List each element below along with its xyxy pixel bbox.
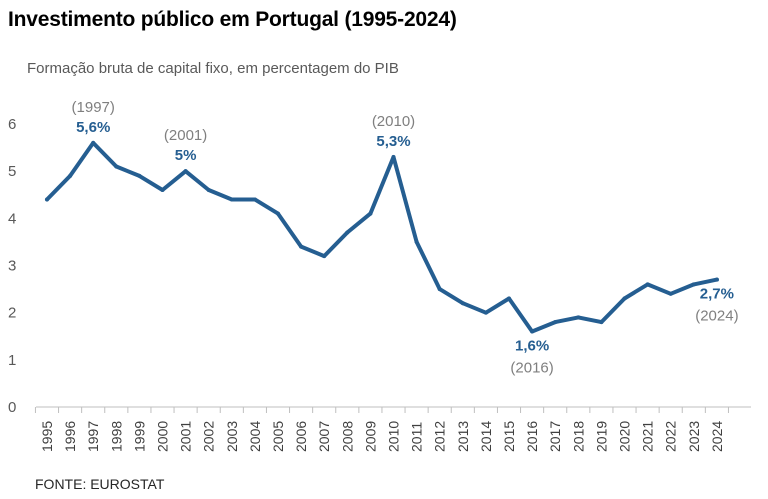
chart-subtitle: Formação bruta de capital fixo, em perce… [27, 60, 399, 77]
data-point [368, 211, 373, 216]
series-line [45, 140, 719, 334]
data-label-value: 5,6% [76, 119, 110, 136]
chart-title: Investimento público em Portugal (1995-2… [8, 8, 457, 31]
x-tick-label: 2013 [455, 421, 471, 452]
data-point [414, 239, 419, 244]
data-label-value: 2,7% [700, 286, 734, 303]
x-tick-label: 2017 [547, 421, 563, 452]
x-tick-label: 2003 [224, 421, 240, 452]
x-tick-label: 1998 [108, 421, 124, 452]
x-tick-label: 2006 [293, 421, 309, 452]
x-tick-label: 2010 [386, 421, 402, 452]
x-tick-label: 2022 [663, 421, 679, 452]
data-point [114, 164, 119, 169]
data-point [160, 188, 165, 193]
x-tick-label: 2015 [501, 421, 517, 452]
x-tick-label: 2001 [178, 421, 194, 452]
data-point [276, 211, 280, 216]
x-tick-label: 2002 [201, 421, 217, 452]
y-tick-label: 0 [8, 399, 16, 416]
data-point [622, 296, 627, 301]
data-point [229, 197, 234, 202]
y-tick-label: 6 [8, 116, 16, 133]
data-point [437, 287, 442, 292]
data-label-year: (1997) [72, 99, 115, 116]
data-label-year: (2024) [695, 308, 738, 325]
data-point [252, 197, 257, 202]
y-tick-label: 4 [8, 210, 16, 227]
x-tick-label: 2023 [686, 421, 702, 452]
data-point [299, 244, 304, 249]
x-tick-label: 2021 [640, 421, 656, 452]
data-label-value: 5,3% [376, 133, 410, 150]
y-tick-label: 3 [8, 258, 16, 275]
x-tick-label: 2008 [339, 421, 355, 452]
y-tick-label: 2 [8, 305, 16, 322]
x-tick-label: 1997 [85, 421, 101, 452]
x-tick-label: 2000 [155, 421, 171, 452]
x-tick-label: 2005 [270, 421, 286, 452]
x-tick-label: 2016 [524, 421, 540, 452]
data-point [345, 230, 350, 235]
y-tick-label: 5 [8, 163, 16, 180]
data-point [183, 169, 188, 174]
x-tick-label: 1995 [39, 421, 55, 452]
data-label-value: 5% [175, 147, 197, 164]
data-point [45, 197, 49, 202]
data-point [576, 315, 581, 320]
data-point [460, 301, 465, 306]
x-tick-label: 2007 [316, 421, 332, 452]
x-tick-label: 2020 [617, 421, 633, 452]
data-point [691, 282, 696, 287]
data-point [91, 140, 96, 145]
data-point [137, 173, 142, 178]
data-point [206, 188, 211, 193]
source-note: FONTE: EUROSTAT [35, 476, 165, 492]
data-point [530, 329, 535, 334]
x-tick-label: 2024 [709, 421, 725, 452]
x-tick-label: 1999 [131, 421, 147, 452]
data-point [322, 254, 327, 259]
x-tick-label: 2004 [247, 421, 263, 452]
data-label-year: (2010) [372, 113, 415, 130]
data-label-year: (2016) [510, 360, 553, 377]
x-tick-label: 2011 [409, 422, 425, 452]
data-point [68, 173, 73, 178]
data-label-year: (2001) [164, 127, 207, 144]
x-tick-label: 2012 [432, 421, 448, 452]
x-tick-label: 2019 [593, 421, 609, 452]
data-point [507, 296, 511, 301]
x-tick-label: 2014 [478, 421, 494, 452]
x-tick-label: 2018 [570, 421, 586, 452]
data-point [391, 155, 396, 160]
data-point [668, 291, 673, 296]
data-point [714, 277, 719, 282]
y-tick-label: 1 [8, 352, 16, 369]
data-point [553, 320, 558, 325]
data-label-value: 1,6% [515, 338, 549, 355]
data-point [599, 320, 604, 325]
data-point [483, 310, 488, 315]
data-point [645, 282, 650, 287]
x-tick-label: 2009 [362, 421, 378, 452]
x-tick-label: 1996 [62, 421, 78, 452]
